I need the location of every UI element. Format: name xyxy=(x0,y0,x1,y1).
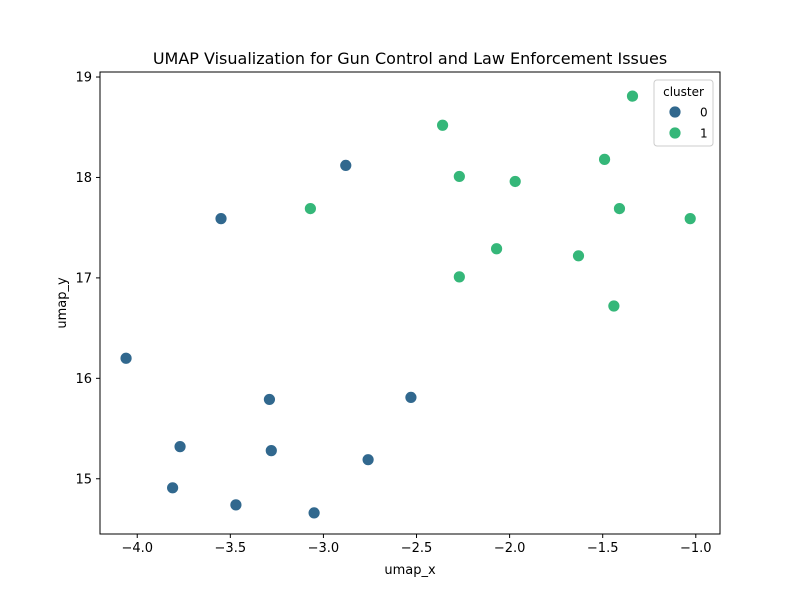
y-tick-label: 16 xyxy=(75,372,92,387)
plot-area xyxy=(119,89,697,520)
data-point-cluster-0 xyxy=(166,481,180,495)
data-point-cluster-0 xyxy=(307,506,321,520)
y-tick-label: 19 xyxy=(75,71,92,86)
legend-label-cluster-0: 0 xyxy=(700,106,708,120)
x-axis-label: umap_x xyxy=(384,563,436,578)
x-tick-label: −3.5 xyxy=(215,541,247,556)
x-tick-label: −2.0 xyxy=(494,541,526,556)
data-point-cluster-0 xyxy=(339,159,353,172)
data-point-cluster-1 xyxy=(303,202,317,215)
data-point-cluster-0 xyxy=(214,212,228,226)
data-point-cluster-1 xyxy=(598,152,611,166)
data-point-cluster-0 xyxy=(404,391,418,404)
chart-title: UMAP Visualization for Gun Control and L… xyxy=(153,49,667,68)
x-tick-label: −1.5 xyxy=(587,541,619,556)
data-point-cluster-1 xyxy=(683,212,697,226)
data-point-cluster-1 xyxy=(436,118,449,132)
data-point-cluster-0 xyxy=(264,444,278,458)
data-point-cluster-1 xyxy=(626,89,639,103)
legend: cluster 0 1 xyxy=(653,79,714,147)
y-tick-label: 15 xyxy=(75,472,92,487)
legend-marker-cluster-1 xyxy=(668,126,682,140)
data-point-cluster-0 xyxy=(229,498,243,512)
data-point-cluster-1 xyxy=(572,249,585,263)
x-tick-label: −1.0 xyxy=(680,541,712,556)
data-point-cluster-1 xyxy=(613,202,626,215)
x-tick-label: −4.0 xyxy=(121,541,153,556)
legend-box xyxy=(653,79,714,147)
legend-title: cluster xyxy=(663,85,704,99)
y-axis-label: umap_y xyxy=(55,277,70,329)
x-tick-label: −3.0 xyxy=(308,541,340,556)
data-point-cluster-1 xyxy=(508,175,522,188)
data-point-cluster-1 xyxy=(452,170,466,183)
data-point-cluster-0 xyxy=(263,393,276,406)
data-point-cluster-1 xyxy=(452,270,466,284)
axis-ticks: −4.0 −3.5 −3.0 −2.5 −2.0 −1.5 −1.0 15 16 17 18 19 xyxy=(75,71,711,556)
data-point-cluster-1 xyxy=(607,299,621,313)
axes-frame xyxy=(99,71,721,535)
data-point-cluster-1 xyxy=(490,242,503,256)
data-point-cluster-0 xyxy=(361,453,375,467)
legend-marker-cluster-0 xyxy=(668,105,682,119)
x-tick-label: −2.5 xyxy=(401,541,433,556)
data-point-cluster-0 xyxy=(173,440,187,454)
data-point-cluster-0 xyxy=(119,351,133,365)
legend-label-cluster-1: 1 xyxy=(700,127,708,141)
y-tick-label: 17 xyxy=(75,271,92,286)
y-tick-label: 18 xyxy=(75,171,92,186)
